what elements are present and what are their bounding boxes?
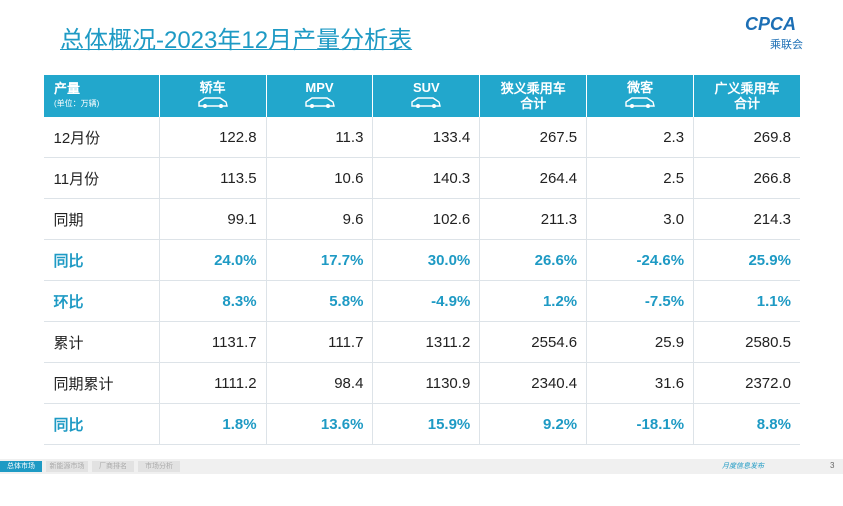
footer-bar <box>0 459 843 474</box>
cell: 2.3 <box>586 117 694 158</box>
corner-label: 产量 <box>54 81 81 96</box>
table-row: 同期 99.1 9.6 102.6 211.3 3.0 214.3 <box>43 198 800 240</box>
column-label: MPV <box>305 80 334 95</box>
logo-sub: 乘联会 <box>770 39 803 51</box>
footer-tab: 市场分析 <box>138 461 180 472</box>
row-label: 同比 <box>43 403 160 445</box>
column-header: 狭义乘用车 合计 <box>479 75 587 117</box>
row-label: 11月份 <box>43 157 160 199</box>
cell: 264.4 <box>479 157 587 199</box>
cell: 111.7 <box>265 321 373 363</box>
footer-note: 月度信息发布 <box>722 463 764 470</box>
cell: 17.7% <box>265 239 373 281</box>
cell: 102.6 <box>372 198 480 240</box>
cell: 2372.0 <box>693 362 800 404</box>
cell: 1111.2 <box>158 362 267 404</box>
cell: 266.8 <box>693 157 800 199</box>
column-header: MPV <box>265 75 373 117</box>
table-row: 同期累计 1111.2 98.4 1130.9 2340.4 31.6 2372.0 <box>43 362 800 404</box>
title: 总体概况-2023年12月产量分析表 <box>60 27 413 54</box>
cell: 10.6 <box>265 157 373 199</box>
cell: 99.1 <box>158 198 267 240</box>
footer-tab: 厂商排名 <box>92 461 134 472</box>
cell: 140.3 <box>372 157 480 199</box>
cell: 1.1% <box>693 280 800 322</box>
footer-tab: 总体市场 <box>0 461 42 472</box>
cell: 2.5 <box>586 157 694 199</box>
cell: 113.5 <box>158 157 267 199</box>
table-row: 累计 1131.7 111.7 1311.2 2554.6 25.9 2580.5 <box>43 321 800 363</box>
cell: 3.0 <box>586 198 694 240</box>
cell: 1130.9 <box>372 362 480 404</box>
table-row: 同比 1.8% 13.6% 15.9% 9.2% -18.1% 8.8% <box>43 403 800 445</box>
production-table: 产量 (单位：万辆) 轿车 MPV SUV 狭义乘用车 合计 微客 广义乘用车 合计 12月份 1… <box>43 75 800 445</box>
cell: 1131.7 <box>158 321 267 363</box>
table-row: 12月份 122.8 11.3 133.4 267.5 2.3 269.8 <box>43 117 800 158</box>
row-label: 同期累计 <box>43 362 160 404</box>
cell: -4.9% <box>372 280 480 322</box>
cell: 24.0% <box>158 239 267 281</box>
cell: 25.9% <box>693 239 800 281</box>
car-icon <box>625 97 656 108</box>
column-header: 微客 <box>586 75 694 117</box>
cell: 25.9 <box>586 321 694 363</box>
table-row: 11月份 113.5 10.6 140.3 264.4 2.5 266.8 <box>43 157 800 199</box>
cell: 9.6 <box>265 198 373 240</box>
row-label: 12月份 <box>43 117 160 158</box>
cell: -24.6% <box>586 239 694 281</box>
cell: 5.8% <box>265 280 373 322</box>
row-label: 同比 <box>43 239 160 281</box>
cell: -18.1% <box>586 403 694 445</box>
cell: 2340.4 <box>479 362 587 404</box>
corner-header: 产量 (单位：万辆) <box>43 75 160 117</box>
row-label: 同期 <box>43 198 160 240</box>
column-label: 狭义乘用车 合计 <box>500 81 566 111</box>
car-icon <box>304 97 335 108</box>
car-icon <box>411 97 442 108</box>
cell: 2580.5 <box>693 321 800 363</box>
cell: 1.8% <box>158 403 267 445</box>
cell: -7.5% <box>586 280 694 322</box>
cell: 98.4 <box>265 362 373 404</box>
row-label: 累计 <box>43 321 160 363</box>
cell: 133.4 <box>372 117 480 158</box>
cell: 30.0% <box>372 239 480 281</box>
cell: 11.3 <box>265 117 373 158</box>
column-header: SUV <box>372 75 480 117</box>
column-header: 轿车 <box>158 75 267 117</box>
cell: 13.6% <box>265 403 373 445</box>
corner-unit: (单位：万辆) <box>54 99 100 108</box>
page-number: 3 <box>830 461 835 470</box>
column-label: 微客 <box>627 80 654 95</box>
cell: 2554.6 <box>479 321 587 363</box>
cell: 122.8 <box>158 117 267 158</box>
cell: 1311.2 <box>372 321 480 363</box>
cell: 214.3 <box>693 198 800 240</box>
cell: 8.8% <box>693 403 800 445</box>
cell: 267.5 <box>479 117 587 158</box>
logo: CPCA <box>745 14 797 34</box>
cell: 8.3% <box>158 280 267 322</box>
table-row: 同比 24.0% 17.7% 30.0% 26.6% -24.6% 25.9% <box>43 239 800 281</box>
cell: 269.8 <box>693 117 800 158</box>
footer-tab: 新能源市场 <box>46 461 88 472</box>
row-label: 环比 <box>43 280 160 322</box>
car-icon <box>197 97 228 108</box>
column-label: 广义乘用车 合计 <box>714 81 780 111</box>
table-row: 环比 8.3% 5.8% -4.9% 1.2% -7.5% 1.1% <box>43 280 800 322</box>
cell: 9.2% <box>479 403 587 445</box>
cell: 1.2% <box>479 280 587 322</box>
cell: 26.6% <box>479 239 587 281</box>
column-header: 广义乘用车 合计 <box>693 75 800 117</box>
column-label: SUV <box>412 80 440 95</box>
cell: 211.3 <box>479 198 587 240</box>
cell: 31.6 <box>586 362 694 404</box>
cell: 15.9% <box>372 403 480 445</box>
column-label: 轿车 <box>199 80 226 95</box>
